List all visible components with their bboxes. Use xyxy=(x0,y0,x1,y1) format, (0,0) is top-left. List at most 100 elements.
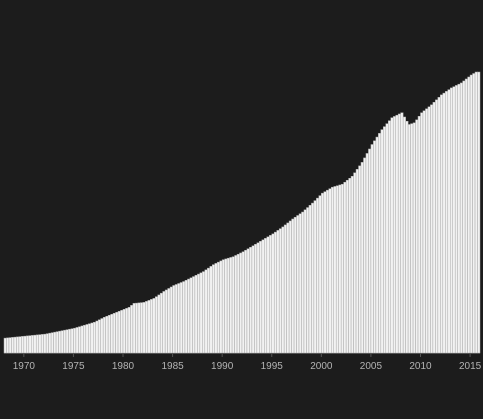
bar xyxy=(65,329,69,354)
bar xyxy=(80,325,84,354)
bar xyxy=(137,302,141,354)
bar xyxy=(236,253,240,354)
bar xyxy=(3,337,7,354)
bar xyxy=(11,337,15,354)
bar xyxy=(120,310,124,354)
bar xyxy=(254,244,258,354)
bar xyxy=(16,336,20,354)
bar xyxy=(380,129,384,354)
bar xyxy=(117,311,121,354)
bar xyxy=(437,97,441,354)
bar xyxy=(187,278,191,354)
bar xyxy=(385,123,389,354)
bar xyxy=(410,123,414,354)
bar xyxy=(157,294,161,354)
bar xyxy=(316,197,320,354)
bar xyxy=(464,78,468,354)
bar xyxy=(23,335,27,354)
bar xyxy=(440,94,444,354)
bar xyxy=(234,255,238,354)
bar xyxy=(214,263,218,354)
bar xyxy=(457,83,461,354)
bar xyxy=(271,233,275,354)
bar xyxy=(50,332,54,354)
bar xyxy=(192,276,196,354)
bar xyxy=(26,335,30,354)
bar xyxy=(28,335,32,354)
bar xyxy=(360,162,364,354)
bar xyxy=(281,226,285,354)
bar xyxy=(105,316,109,354)
bar xyxy=(112,313,116,354)
bar xyxy=(221,259,225,354)
bar xyxy=(167,288,171,354)
bar xyxy=(264,238,268,354)
bar xyxy=(43,333,47,354)
bar xyxy=(97,319,101,354)
bar xyxy=(204,269,208,354)
bar xyxy=(142,302,146,354)
x-axis-ticks: 1970 1975 1980 1985 1990 1995 2000 2005 2010 2015 xyxy=(13,353,482,372)
bar xyxy=(102,317,106,354)
bar xyxy=(53,331,57,354)
bar xyxy=(249,247,253,354)
bar xyxy=(174,284,178,354)
bar xyxy=(147,300,151,354)
bar xyxy=(467,76,471,354)
bar xyxy=(73,327,77,354)
bar xyxy=(45,333,49,354)
bar xyxy=(207,267,211,354)
bar xyxy=(323,191,327,354)
x-tick-label: 1980 xyxy=(112,361,135,372)
bar xyxy=(159,292,163,354)
bar xyxy=(350,176,354,354)
bar xyxy=(259,241,263,354)
bar xyxy=(184,280,188,354)
bar xyxy=(321,192,325,354)
bar xyxy=(60,330,64,354)
bar xyxy=(288,220,292,354)
bar xyxy=(472,73,476,354)
bar xyxy=(135,302,139,354)
bar xyxy=(172,285,176,354)
bar xyxy=(164,289,168,354)
x-tick-label: 1975 xyxy=(62,361,85,372)
bar xyxy=(276,230,280,354)
bar xyxy=(100,318,104,354)
bar xyxy=(442,92,446,354)
bar xyxy=(95,320,99,354)
bar xyxy=(261,239,265,354)
bar xyxy=(177,283,181,354)
bar xyxy=(224,258,228,354)
bar xyxy=(425,108,429,354)
bar xyxy=(358,165,362,354)
bar xyxy=(140,302,144,354)
bar xyxy=(313,200,317,354)
bar xyxy=(353,172,357,354)
bar xyxy=(241,251,245,354)
bar xyxy=(212,264,215,354)
bar xyxy=(402,116,406,354)
bar xyxy=(132,303,136,354)
bar xyxy=(199,272,203,354)
bar xyxy=(278,228,282,354)
bar xyxy=(407,124,411,354)
bar xyxy=(110,314,114,354)
x-tick-label: 1970 xyxy=(13,361,36,372)
bar xyxy=(338,184,342,354)
bar xyxy=(378,133,382,354)
bar xyxy=(477,71,481,354)
bar xyxy=(154,296,158,354)
bar xyxy=(6,337,10,354)
bar xyxy=(182,281,186,354)
bar xyxy=(70,328,74,354)
bar xyxy=(420,112,424,354)
bar xyxy=(303,209,307,354)
bar xyxy=(194,275,198,354)
bars-group xyxy=(3,71,481,354)
bar xyxy=(125,308,129,354)
bar xyxy=(202,271,206,354)
bar xyxy=(462,80,466,354)
bar xyxy=(283,224,287,354)
bar xyxy=(239,252,243,354)
